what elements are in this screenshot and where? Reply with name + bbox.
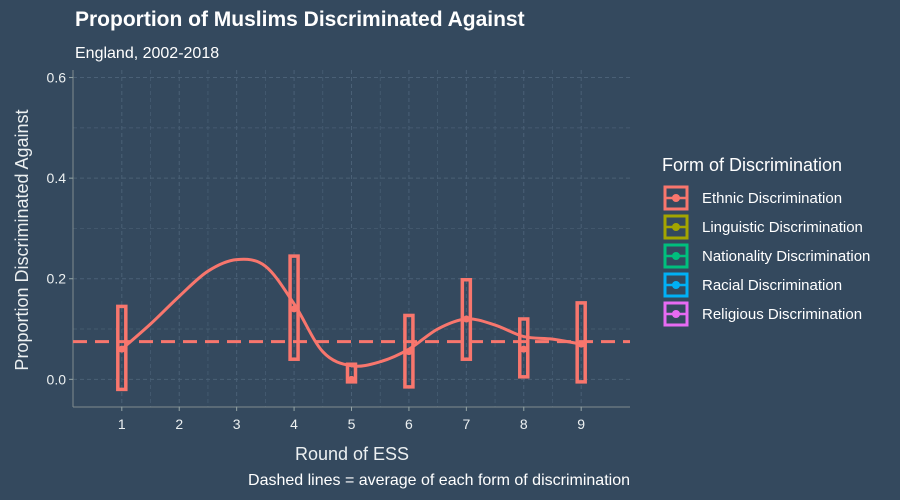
chart-caption: Dashed lines = average of each form of d…: [248, 472, 630, 489]
legend-key-box: [663, 301, 689, 327]
legend-label: Religious Discrimination: [702, 306, 862, 323]
data-point: [577, 340, 585, 348]
legend-key-box: [663, 272, 689, 298]
data-point: [348, 375, 355, 383]
series-line: [120, 257, 582, 368]
legend-label: Ethnic Discrimination: [702, 190, 842, 207]
legend-title: Form of Discrimination: [662, 155, 842, 175]
y-tick-label: 0.6: [47, 70, 67, 86]
data-point: [118, 345, 126, 353]
x-tick-label: 1: [118, 416, 126, 432]
legend-key-point: [672, 252, 680, 260]
axes: 1 2 3 4 5 6 7 8 9 0.0 0.2 0.4 0.6: [47, 70, 586, 432]
y-tick-label: 0.2: [47, 271, 67, 287]
legend-key-point: [672, 223, 680, 231]
legend-key-point: [672, 310, 680, 318]
x-tick-label: 7: [462, 416, 470, 432]
legend-key-box: [663, 185, 689, 211]
x-tick-label: 6: [405, 416, 413, 432]
chart-marks: [73, 254, 630, 392]
error-bar: [116, 304, 128, 392]
chart-subtitle: England, 2002-2018: [75, 45, 220, 62]
x-tick-label: 3: [233, 416, 241, 432]
legend-label: Nationality Discrimination: [702, 248, 870, 265]
grid-lines: [73, 70, 630, 407]
y-tick-label: 0.4: [47, 170, 67, 186]
data-point: [290, 305, 298, 313]
x-tick-label: 2: [175, 416, 183, 432]
x-tick-label: 8: [520, 416, 528, 432]
legend: Form of Discrimination Ethnic Discrimina…: [662, 155, 870, 327]
legend-label: Racial Discrimination: [702, 277, 842, 294]
legend-label: Linguistic Discrimination: [702, 219, 863, 236]
legend-key-point: [672, 194, 680, 202]
x-tick-label: 9: [577, 416, 585, 432]
y-axis-title: Proportion Discriminated Against: [12, 109, 32, 370]
data-point: [520, 345, 528, 353]
legend-key-box: [663, 214, 689, 240]
error-bar: [518, 317, 530, 379]
data-point: [405, 348, 413, 356]
legend-key-box: [663, 243, 689, 269]
x-tick-label: 4: [290, 416, 298, 432]
x-axis-title: Round of ESS: [295, 444, 409, 464]
y-tick-label: 0.0: [47, 371, 67, 387]
data-point: [462, 315, 470, 323]
x-tick-label: 5: [348, 416, 356, 432]
chart-title: Proportion of Muslims Discriminated Agai…: [75, 8, 525, 31]
legend-key-point: [672, 281, 680, 289]
